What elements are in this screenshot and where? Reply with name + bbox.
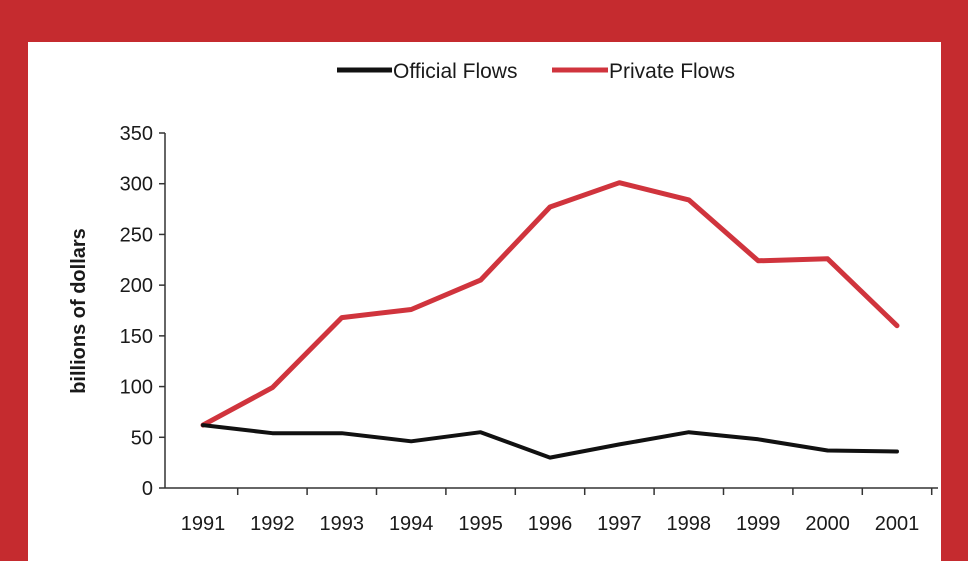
x-tick-label: 1998 (667, 513, 712, 535)
y-tick-label: 250 (120, 224, 153, 246)
y-tick-label: 200 (120, 275, 153, 297)
x-tick-label: 2000 (805, 513, 850, 535)
x-tick-label: 1993 (320, 513, 365, 535)
legend: Official Flows Private Flows (337, 60, 735, 83)
legend-private-label: Private Flows (609, 60, 735, 83)
chart-panel (28, 42, 941, 561)
y-tick-label: 350 (120, 123, 153, 145)
x-tick-label: 1996 (528, 513, 573, 535)
y-axis-label: billions of dollars (68, 228, 90, 394)
y-tick-label: 300 (120, 174, 153, 196)
y-tick-label: 150 (120, 326, 153, 348)
x-tick-label: 2001 (875, 513, 920, 535)
x-tick-label: 1997 (597, 513, 642, 535)
y-ticks: 0 50 100 150 200 250 300 350 (120, 123, 165, 500)
y-tick-label: 0 (142, 478, 153, 500)
series-line-private-flows (200, 180, 900, 428)
legend-official-label: Official Flows (393, 60, 517, 83)
series-layer (200, 180, 900, 460)
x-tick-label: 1992 (250, 513, 295, 535)
x-tick-label: 1991 (181, 513, 226, 535)
x-ticks: 1991 1992 1993 1994 1995 1996 1997 1998 1999 2000… (181, 488, 933, 535)
y-tick-label: 100 (120, 377, 153, 399)
x-tick-label: 1994 (389, 513, 434, 535)
x-tick-label: 1995 (458, 513, 503, 535)
y-tick-label: 50 (131, 427, 153, 449)
x-tick-label: 1999 (736, 513, 781, 535)
series-line-official-flows (201, 423, 899, 460)
